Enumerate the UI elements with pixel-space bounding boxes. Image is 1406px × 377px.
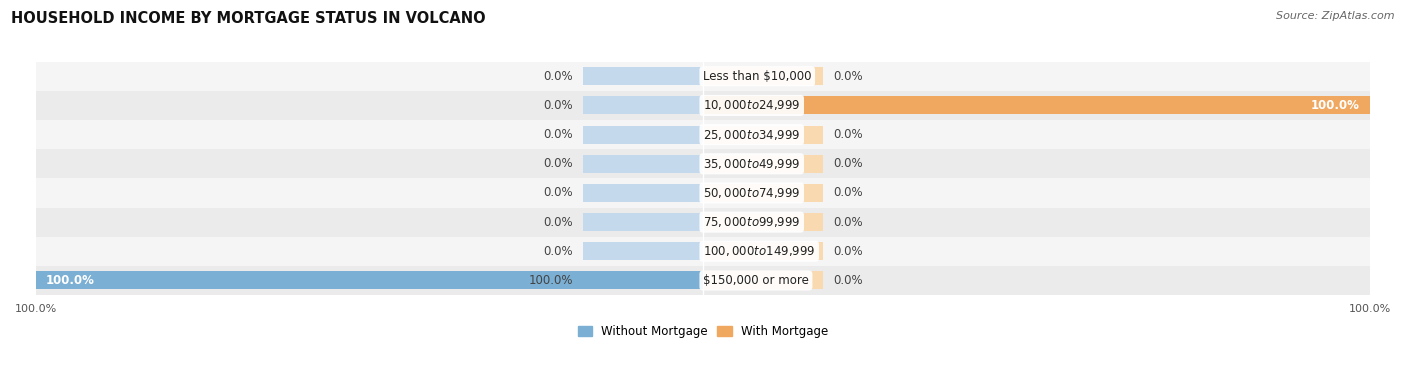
Bar bbox=[703, 155, 823, 173]
Text: 100.0%: 100.0% bbox=[1310, 99, 1360, 112]
Text: Less than $10,000: Less than $10,000 bbox=[703, 70, 811, 83]
Bar bbox=[583, 184, 703, 202]
Text: 0.0%: 0.0% bbox=[832, 245, 863, 258]
Bar bbox=[583, 213, 703, 231]
Bar bbox=[703, 97, 823, 115]
Bar bbox=[37, 237, 1369, 266]
Text: $75,000 to $99,999: $75,000 to $99,999 bbox=[703, 215, 800, 229]
Text: 0.0%: 0.0% bbox=[832, 216, 863, 228]
Text: $50,000 to $74,999: $50,000 to $74,999 bbox=[703, 186, 800, 200]
Text: $35,000 to $49,999: $35,000 to $49,999 bbox=[703, 157, 800, 171]
Text: 0.0%: 0.0% bbox=[543, 99, 574, 112]
Bar bbox=[37, 271, 703, 290]
Text: HOUSEHOLD INCOME BY MORTGAGE STATUS IN VOLCANO: HOUSEHOLD INCOME BY MORTGAGE STATUS IN V… bbox=[11, 11, 486, 26]
Bar bbox=[703, 97, 1369, 115]
Bar bbox=[583, 242, 703, 261]
Text: $10,000 to $24,999: $10,000 to $24,999 bbox=[703, 98, 800, 112]
Bar bbox=[37, 91, 1369, 120]
Bar bbox=[703, 271, 823, 290]
Text: 0.0%: 0.0% bbox=[543, 157, 574, 170]
Bar bbox=[37, 207, 1369, 237]
Text: 0.0%: 0.0% bbox=[832, 187, 863, 199]
Bar bbox=[703, 67, 823, 85]
Legend: Without Mortgage, With Mortgage: Without Mortgage, With Mortgage bbox=[574, 320, 832, 343]
Text: $150,000 or more: $150,000 or more bbox=[703, 274, 808, 287]
Text: Source: ZipAtlas.com: Source: ZipAtlas.com bbox=[1277, 11, 1395, 21]
Text: 0.0%: 0.0% bbox=[543, 70, 574, 83]
Bar bbox=[37, 149, 1369, 178]
Text: 0.0%: 0.0% bbox=[832, 70, 863, 83]
Text: 0.0%: 0.0% bbox=[543, 187, 574, 199]
Bar bbox=[703, 242, 823, 261]
Text: 0.0%: 0.0% bbox=[832, 157, 863, 170]
Bar bbox=[37, 62, 1369, 91]
Text: 0.0%: 0.0% bbox=[543, 216, 574, 228]
Bar bbox=[583, 155, 703, 173]
Text: 0.0%: 0.0% bbox=[543, 128, 574, 141]
Text: 0.0%: 0.0% bbox=[832, 128, 863, 141]
Text: 0.0%: 0.0% bbox=[832, 274, 863, 287]
Bar bbox=[37, 266, 1369, 295]
Bar bbox=[583, 126, 703, 144]
Text: 100.0%: 100.0% bbox=[529, 274, 574, 287]
Bar bbox=[703, 213, 823, 231]
Bar bbox=[583, 67, 703, 85]
Text: $25,000 to $34,999: $25,000 to $34,999 bbox=[703, 128, 800, 142]
Bar bbox=[37, 120, 1369, 149]
Text: $100,000 to $149,999: $100,000 to $149,999 bbox=[703, 244, 815, 258]
Bar bbox=[583, 271, 703, 290]
Bar bbox=[37, 178, 1369, 207]
Bar bbox=[703, 184, 823, 202]
Text: 100.0%: 100.0% bbox=[46, 274, 96, 287]
Bar bbox=[703, 126, 823, 144]
Bar bbox=[583, 97, 703, 115]
Text: 0.0%: 0.0% bbox=[543, 245, 574, 258]
